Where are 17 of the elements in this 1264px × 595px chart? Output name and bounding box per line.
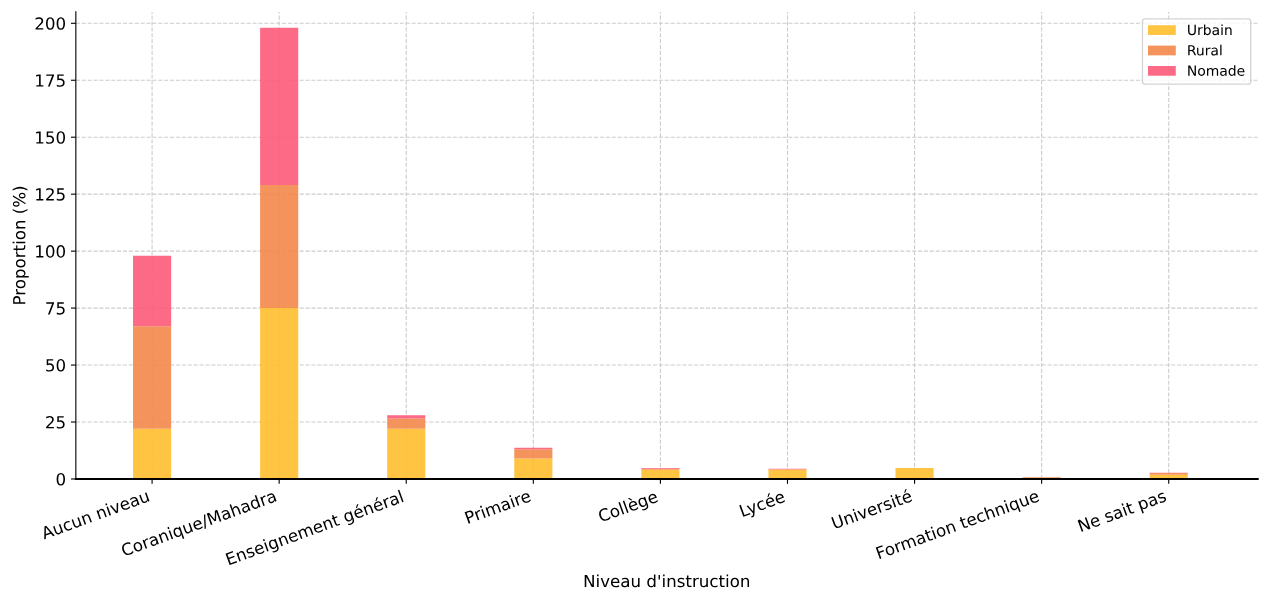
y-tick-label: 0 (56, 472, 66, 486)
y-tick-label: 50 (46, 359, 66, 372)
x-tick-label: Lycée (738, 489, 787, 521)
y-tick-label: 75 (46, 302, 65, 315)
y-tick-label: 200 (35, 17, 66, 30)
y-tick-label: 100 (36, 245, 66, 258)
legend-label: Rural (1188, 44, 1222, 56)
legend-label: Urbain (1188, 24, 1232, 36)
x-tick-label: Collège (597, 489, 660, 526)
y-axis-title: Proportion (%) (12, 186, 29, 304)
legend-label: Nomade (1188, 65, 1245, 76)
y-tick-label: 175 (36, 74, 65, 87)
y-tick-label: 25 (46, 415, 65, 429)
y-tick-label: 150 (36, 131, 66, 144)
x-tick-label: Ne sait pas (1077, 488, 1168, 536)
x-axis-title: Niveau d'instruction (584, 574, 750, 588)
y-tick-label: 125 (36, 188, 65, 201)
